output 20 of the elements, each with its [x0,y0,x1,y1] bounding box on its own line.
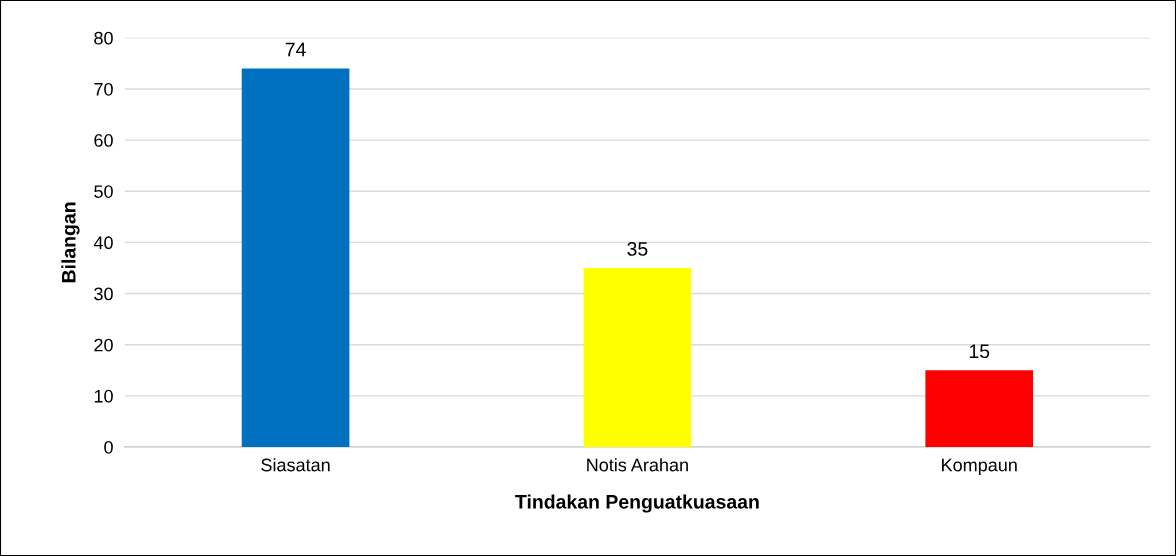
y-tick-label: 50 [94,185,113,198]
y-tick-label: 60 [94,134,113,147]
y-axis-title: Bilangan [61,202,80,283]
data-label: 74 [285,42,306,57]
x-tick-label: Siasatan [261,458,330,472]
bar [583,267,692,448]
y-tick-label: 0 [104,440,113,454]
y-tick-label: 10 [94,389,113,403]
y-tick-label: 70 [94,82,113,96]
y-tick-label: 80 [94,31,113,45]
bar [925,370,1034,448]
data-label: 35 [627,242,648,256]
x-tick-label: Kompaun [942,458,1017,475]
y-tick-label: 20 [94,338,113,352]
bar [241,68,350,448]
x-tick-label: Notis Arahan [587,458,688,472]
y-tick-label: 40 [93,236,113,250]
data-label: 15 [969,344,990,359]
x-axis-title: Tindakan Penguatkuasaan [515,494,759,513]
y-tick-label: 30 [94,287,113,301]
